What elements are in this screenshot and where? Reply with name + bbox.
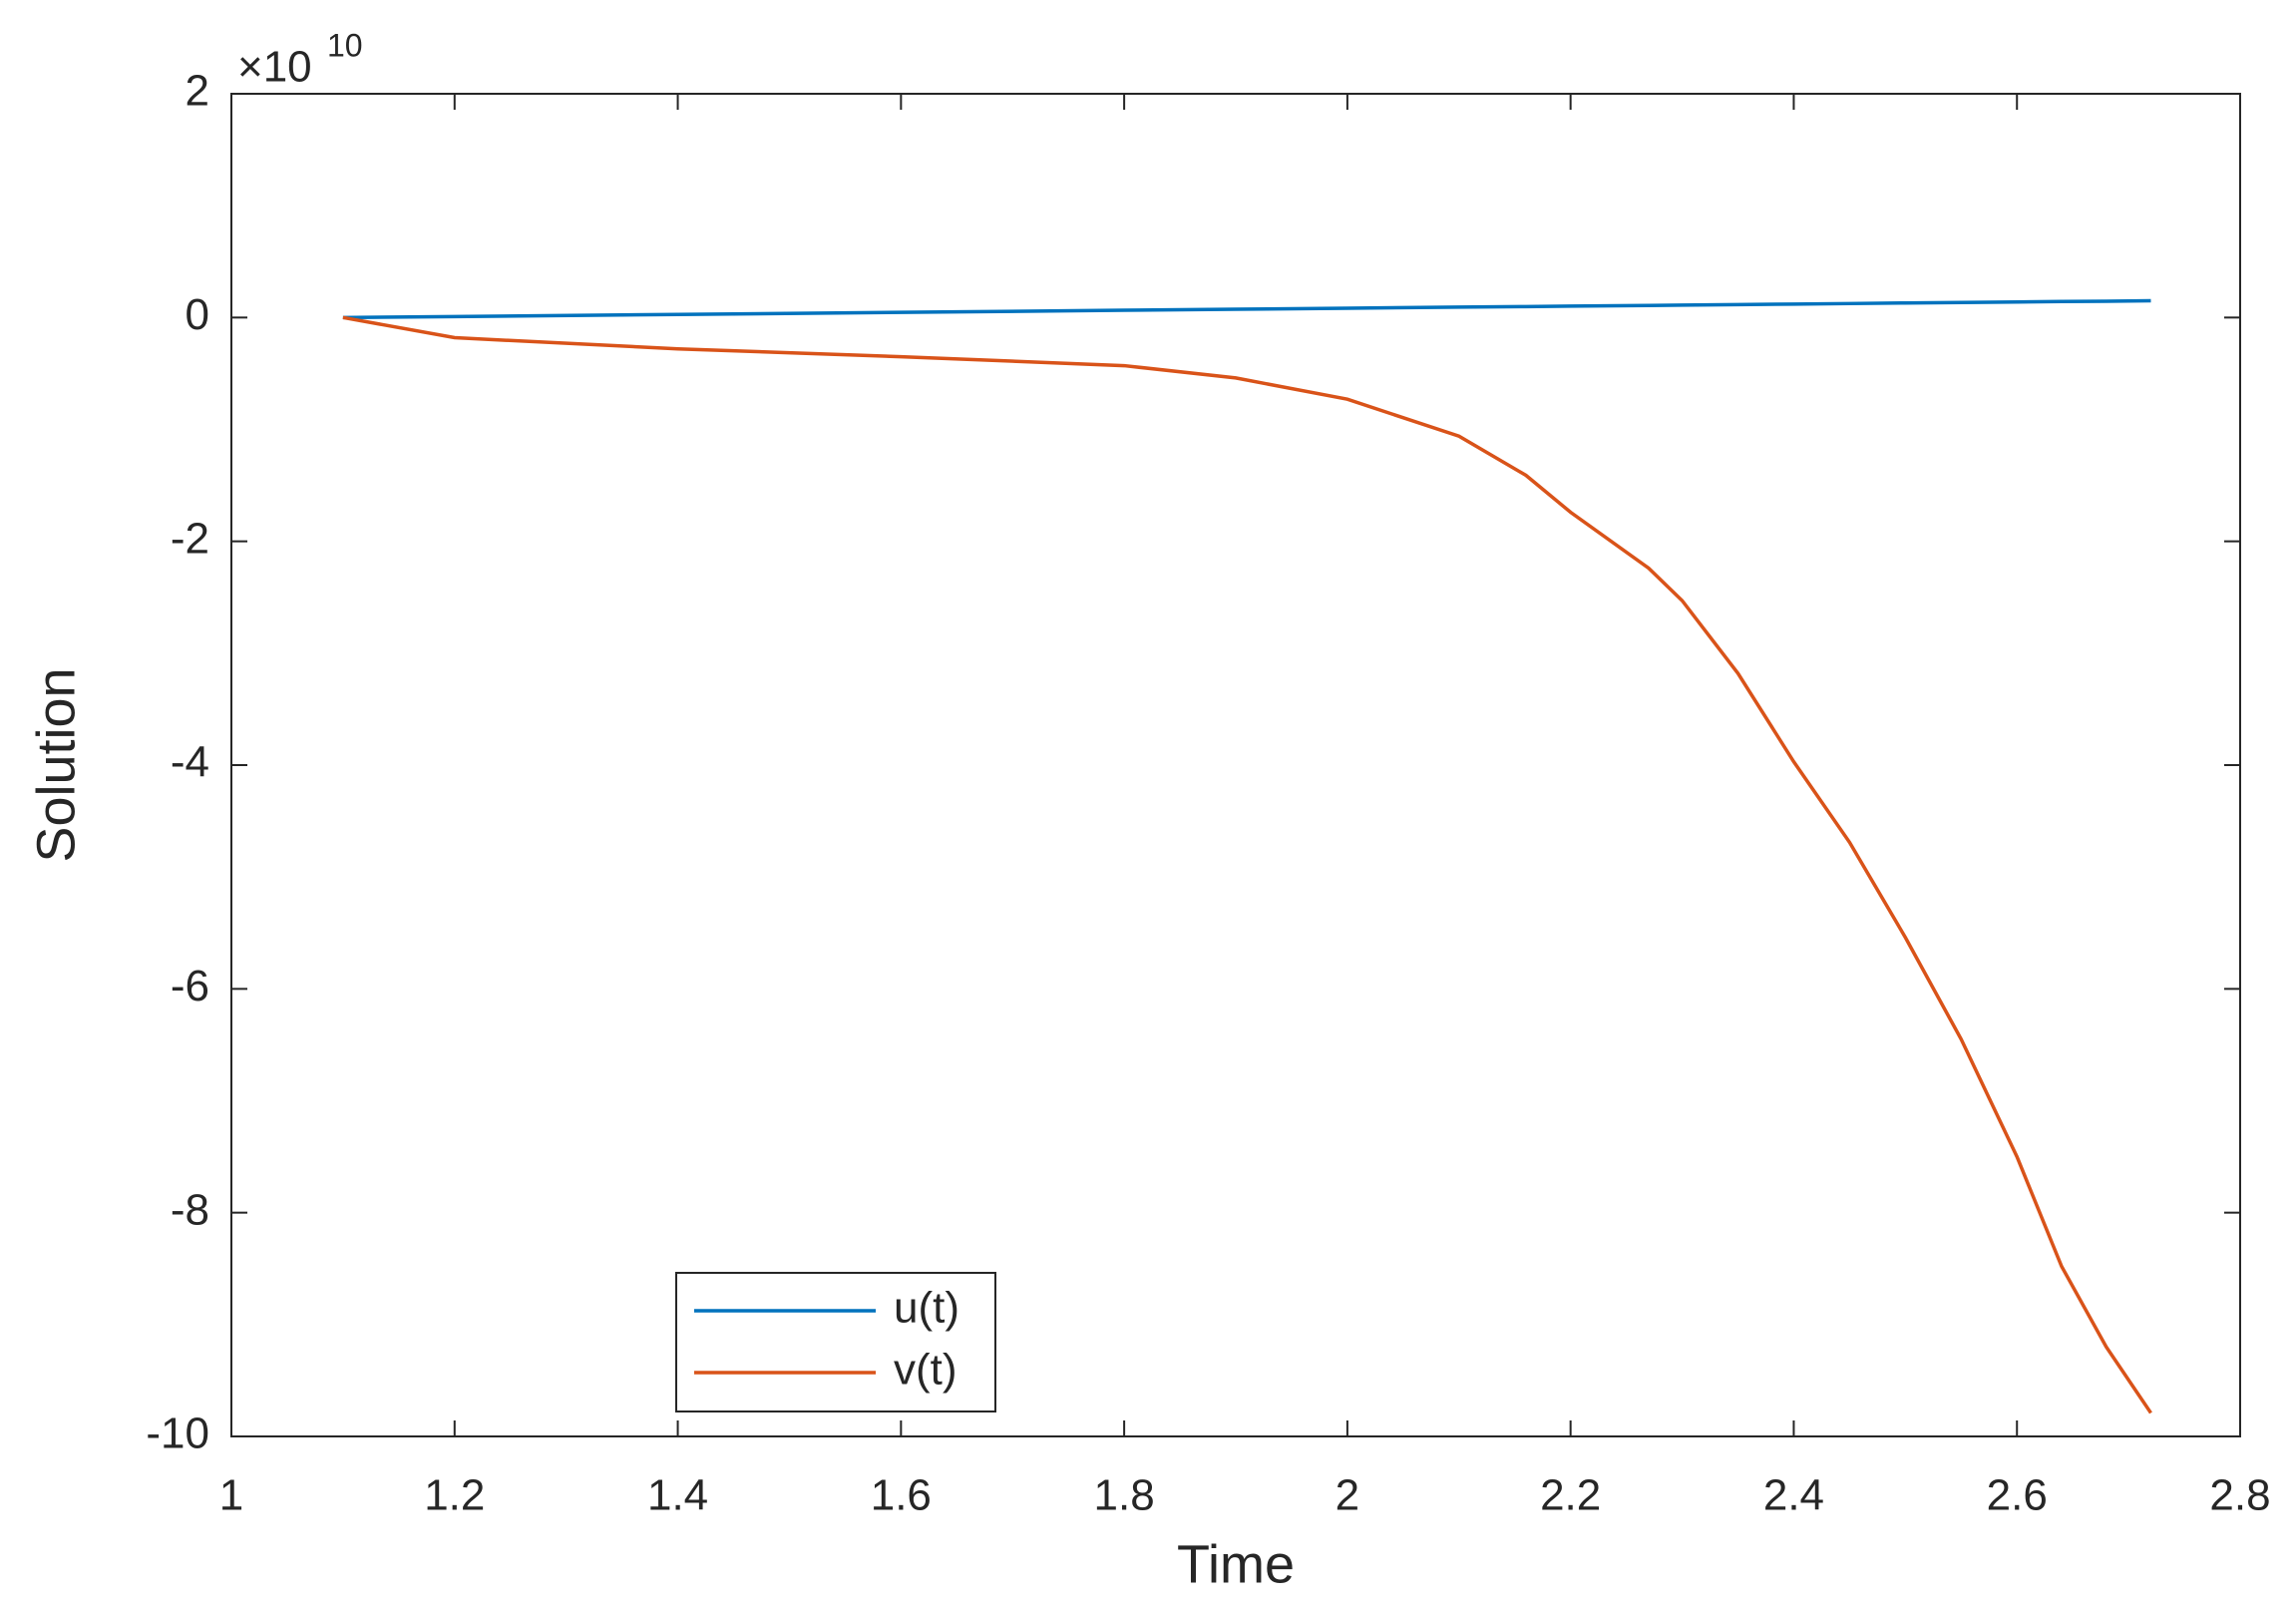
- x-tick-label: 2.2: [1540, 1471, 1601, 1520]
- axis-multiplier-exponent: 10: [327, 27, 363, 63]
- x-tick-label: 1.2: [424, 1471, 485, 1520]
- x-axis-label: Time: [1177, 1534, 1295, 1594]
- y-tick-label: -6: [171, 962, 209, 1010]
- data-line: [342, 298, 2151, 320]
- plot-area: [230, 93, 2241, 1437]
- y-tick-label: 2: [186, 67, 209, 116]
- y-tick-label: -2: [171, 514, 209, 563]
- y-tick-label: 0: [186, 290, 209, 339]
- y-tick-label: -4: [171, 738, 209, 787]
- x-tick-label: 2.6: [1987, 1471, 2048, 1520]
- x-tick-label: 1.8: [1094, 1471, 1155, 1520]
- x-tick-label: 1: [219, 1471, 243, 1520]
- legend-label: v(t): [894, 1346, 957, 1395]
- legend-box: [675, 1272, 996, 1412]
- y-axis-label: Solution: [26, 667, 86, 862]
- x-tick-label: 2: [1336, 1471, 1359, 1520]
- x-tick-label: 2.8: [2209, 1471, 2270, 1520]
- x-tick-label: 1.4: [647, 1471, 708, 1520]
- legend-label: u(t): [894, 1284, 959, 1333]
- axis-multiplier: ×10: [237, 43, 312, 92]
- x-tick-label: 1.6: [871, 1471, 932, 1520]
- data-line: [342, 315, 2152, 1414]
- x-tick-label: 2.4: [1763, 1471, 1824, 1520]
- y-tick-label: -8: [171, 1185, 209, 1234]
- y-tick-label: -10: [146, 1410, 209, 1458]
